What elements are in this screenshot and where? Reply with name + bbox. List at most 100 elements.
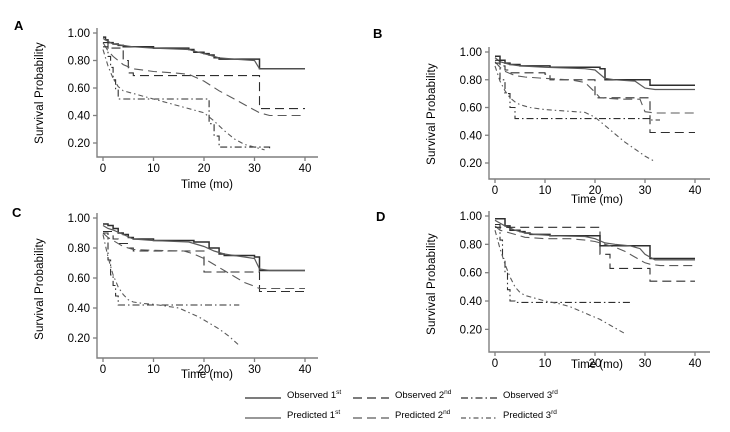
legend-entry-predicted-3rd: Predicted 3rd xyxy=(460,409,568,421)
y-axis-label-b: Survival Probability xyxy=(426,63,438,165)
panel-c: 1.00 0.80 0.60 0.40 0.20 0 10 20 30 40 xyxy=(68,213,318,376)
panel-letter-c: C xyxy=(12,205,22,220)
legend-label: Observed 3rd xyxy=(503,388,558,402)
x-tick-label: 0 xyxy=(492,185,498,197)
legend-label: Predicted 1st xyxy=(287,408,341,422)
x-tick-label: 10 xyxy=(147,163,160,175)
legend-row-predicted: Predicted 1st Predicted 2nd Predicted 3r… xyxy=(244,405,568,425)
curve-observed-2nd xyxy=(495,59,695,134)
y-tick-label: 0.80 xyxy=(460,75,482,87)
y-tick-label: 0.60 xyxy=(68,273,90,285)
legend-label: Observed 1st xyxy=(287,388,342,402)
curve-observed-2nd xyxy=(103,42,305,110)
curve-observed-3rd xyxy=(495,226,630,303)
curve-observed-2nd xyxy=(103,230,305,293)
curve-predicted-2nd xyxy=(494,225,695,267)
x-tick-label: 40 xyxy=(299,364,312,376)
curve-predicted-1st xyxy=(102,224,305,272)
axes-c xyxy=(96,213,318,359)
y-axis-label-c: Survival Probability xyxy=(34,238,46,340)
x-axis-label-b: Time (mo) xyxy=(571,194,623,206)
curve-predicted-1st xyxy=(494,219,695,261)
x-tick-label: 30 xyxy=(248,163,261,175)
curve-predicted-3rd xyxy=(102,49,265,151)
legend-row-observed: Observed 1st Observed 2nd Observed 3rd xyxy=(244,385,568,405)
curve-observed-1st xyxy=(495,55,695,87)
panel-d: 1.00 0.80 0.60 0.40 0.20 0 10 20 30 40 xyxy=(460,211,710,370)
y-tick-label: 0.20 xyxy=(68,138,90,150)
curve-predicted-1st xyxy=(102,37,305,70)
y-tick-label: 0.80 xyxy=(68,56,90,68)
legend-line-sample-dashdot-icon xyxy=(460,390,498,400)
legend-entry-observed-3rd: Observed 3rd xyxy=(460,389,568,401)
y-tick-label: 0.40 xyxy=(460,296,482,308)
x-tick-label: 40 xyxy=(689,185,702,197)
y-tick-label: 0.40 xyxy=(68,303,90,315)
x-tick-label: 40 xyxy=(299,163,312,175)
curve-observed-1st xyxy=(103,36,305,70)
legend-entry-predicted-2nd: Predicted 2nd xyxy=(352,409,460,421)
y-tick-label: 0.60 xyxy=(460,268,482,280)
y-tick-label: 0.20 xyxy=(460,158,482,170)
y-tick-label: 0.40 xyxy=(68,111,90,123)
y-tick-label: 1.00 xyxy=(68,213,90,225)
y-axis-label-a: Survival Probability xyxy=(34,42,46,144)
y-tick-label: 0.20 xyxy=(460,324,482,336)
curve-predicted-1st xyxy=(494,57,695,91)
panel-letter-b: B xyxy=(373,26,383,41)
legend-label: Predicted 3rd xyxy=(503,408,557,422)
x-tick-label: 10 xyxy=(147,364,160,376)
legend-line-sample-solid-icon xyxy=(244,410,282,420)
panel-letter-a: A xyxy=(14,18,24,33)
curve-observed-3rd xyxy=(495,62,660,121)
y-tick-label: 0.80 xyxy=(460,239,482,251)
x-tick-label: 30 xyxy=(248,364,261,376)
curve-predicted-2nd xyxy=(494,61,695,114)
x-tick-label: 0 xyxy=(100,364,106,376)
legend-line-sample-longdash-icon xyxy=(352,410,390,420)
x-tick-label: 0 xyxy=(492,358,498,370)
axes-b xyxy=(488,47,710,180)
y-tick-label: 0.40 xyxy=(460,130,482,142)
x-tick-label: 30 xyxy=(639,185,652,197)
legend-label: Observed 2nd xyxy=(395,388,452,402)
y-tick-label: 1.00 xyxy=(460,211,482,223)
curve-predicted-2nd xyxy=(102,42,305,117)
x-axis-label-c: Time (mo) xyxy=(181,369,233,381)
x-tick-label: 10 xyxy=(539,358,552,370)
x-tick-label: 20 xyxy=(198,364,211,376)
legend: Observed 1st Observed 2nd Observed 3rd P… xyxy=(244,385,568,425)
x-tick-label: 40 xyxy=(689,358,702,370)
y-tick-label: 0.20 xyxy=(68,333,90,345)
y-tick-label: 1.00 xyxy=(68,28,90,40)
x-tick-label: 0 xyxy=(100,163,106,175)
legend-entry-predicted-1st: Predicted 1st xyxy=(244,409,352,421)
panel-a: 1.00 0.80 0.60 0.40 0.20 0 10 20 30 40 xyxy=(68,28,318,175)
curve-observed-3rd xyxy=(103,46,271,149)
x-tick-label: 20 xyxy=(589,185,602,197)
legend-line-sample-longdash-icon xyxy=(352,390,390,400)
legend-entry-observed-1st: Observed 1st xyxy=(244,389,352,401)
curve-predicted-2nd xyxy=(102,232,305,290)
y-tick-label: 0.80 xyxy=(68,243,90,255)
legend-line-sample-dashdot-icon xyxy=(460,410,498,420)
x-axis-label-a: Time (mo) xyxy=(181,179,233,191)
legend-line-sample-solid-icon xyxy=(244,390,282,400)
y-axis-label-d: Survival Probability xyxy=(426,233,438,335)
y-tick-label: 0.60 xyxy=(68,83,90,95)
axes-a xyxy=(96,28,318,158)
curve-predicted-3rd xyxy=(102,234,240,346)
panel-letter-d: D xyxy=(376,209,386,224)
x-tick-label: 10 xyxy=(539,185,552,197)
x-tick-label: 20 xyxy=(589,358,602,370)
x-tick-label: 20 xyxy=(198,163,211,175)
legend-entry-observed-2nd: Observed 2nd xyxy=(352,389,460,401)
axes-d xyxy=(488,211,710,353)
x-tick-label: 30 xyxy=(639,358,652,370)
legend-label: Predicted 2nd xyxy=(395,408,451,422)
y-tick-label: 1.00 xyxy=(460,47,482,59)
x-axis-label-d: Time (mo) xyxy=(571,359,623,371)
panel-b: 1.00 0.80 0.60 0.40 0.20 0 10 20 30 40 xyxy=(460,47,710,197)
